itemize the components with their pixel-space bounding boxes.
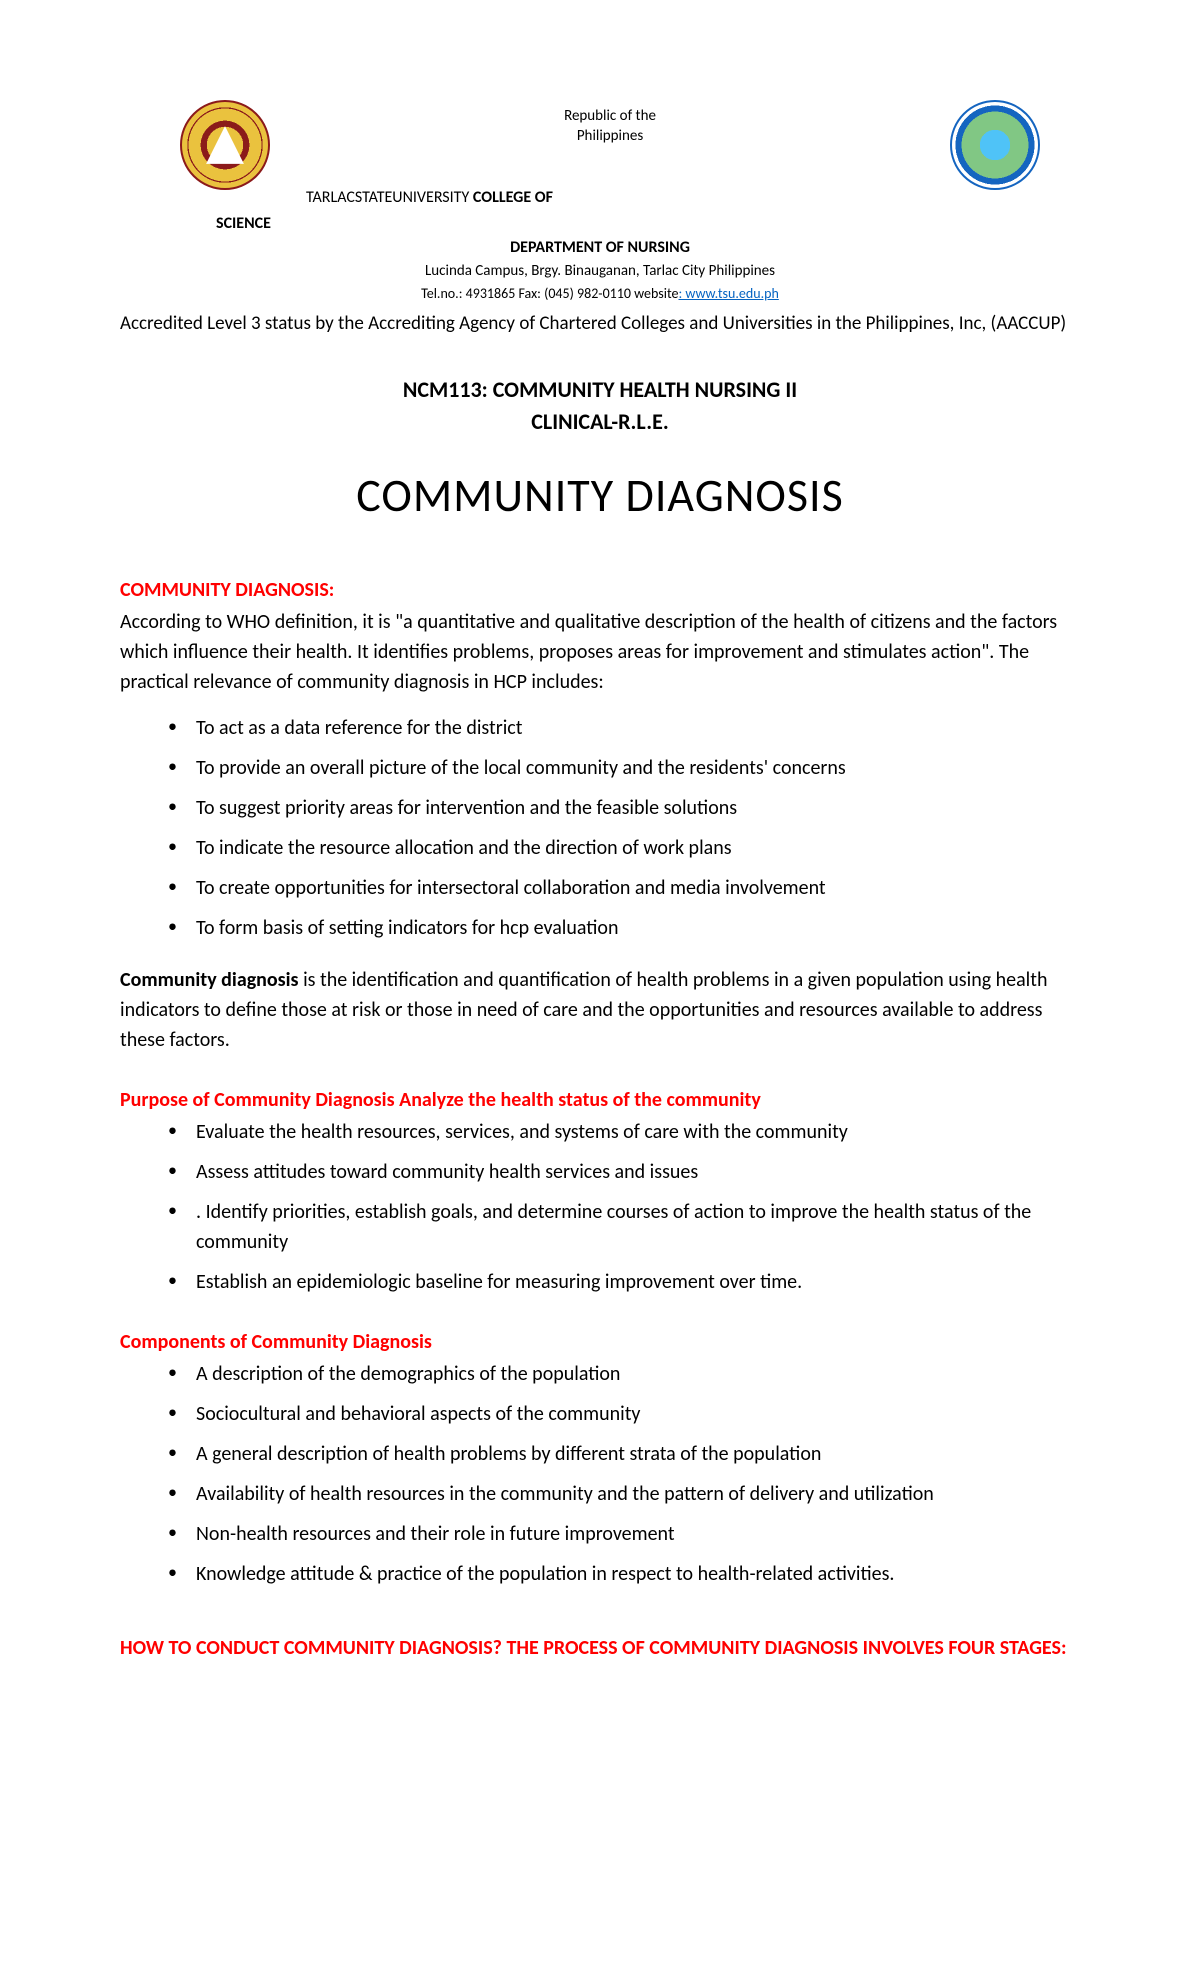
course-line-1: NCM113: COMMUNITY HEALTH NURSING II — [120, 374, 1080, 406]
list-item: To suggest priority areas for interventi… — [168, 793, 1080, 823]
section1-bullets: To act as a data reference for the distr… — [120, 713, 1080, 943]
letterhead-row: Republic of the Philippines TARLACSTATEU… — [120, 100, 1080, 208]
college-of: COLLEGE OF — [473, 188, 553, 207]
section2-heading: Purpose of Community Diagnosis Analyze t… — [120, 1085, 1080, 1115]
republic-line: Republic of the — [270, 106, 950, 126]
section3-bullets: A description of the demographics of the… — [120, 1359, 1080, 1589]
list-item: Establish an epidemiologic baseline for … — [168, 1267, 1080, 1297]
course-line-2: CLINICAL-R.L.E. — [120, 406, 1080, 438]
course-title: NCM113: COMMUNITY HEALTH NURSING II CLIN… — [120, 374, 1080, 438]
college-seal-right — [950, 100, 1040, 190]
section2-bullets: Evaluate the health resources, services,… — [120, 1117, 1080, 1297]
university-prefix: TARLACSTATEUNIVERSITY — [306, 188, 473, 207]
university-seal-left — [180, 100, 270, 190]
section3-heading: Components of Community Diagnosis — [120, 1327, 1080, 1357]
department-line: DEPARTMENT OF NURSING — [120, 236, 1080, 260]
university-line: TARLACSTATEUNIVERSITY COLLEGE OF — [270, 187, 950, 209]
definition-bold: Community diagnosis — [120, 968, 299, 992]
campus-line: Lucinda Campus, Brgy. Binauganan, Tarlac… — [120, 260, 1080, 283]
section1-definition: Community diagnosis is the identificatio… — [120, 965, 1080, 1055]
section4-heading: HOW TO CONDUCT COMMUNITY DIAGNOSIS? THE … — [120, 1633, 1080, 1663]
list-item: A general description of health problems… — [168, 1439, 1080, 1469]
list-item: To create opportunities for intersectora… — [168, 873, 1080, 903]
header-center: Republic of the Philippines TARLACSTATEU… — [270, 100, 950, 208]
list-item: Availability of health resources in the … — [168, 1479, 1080, 1509]
accreditation-text: Accredited Level 3 status by the Accredi… — [120, 310, 1080, 339]
list-item: Non-health resources and their role in f… — [168, 1519, 1080, 1549]
science-line: SCIENCE — [120, 212, 1080, 236]
contact-line: Tel.no.: 4931865 Fax: (045) 982-0110 web… — [120, 283, 1080, 304]
list-item: Assess attitudes toward community health… — [168, 1157, 1080, 1187]
list-item: To indicate the resource allocation and … — [168, 833, 1080, 863]
list-item: A description of the demographics of the… — [168, 1359, 1080, 1389]
list-item: . Identify priorities, establish goals, … — [168, 1197, 1080, 1257]
website-link[interactable]: : www.tsu.edu.ph — [678, 285, 778, 302]
list-item: Knowledge attitude & practice of the pop… — [168, 1559, 1080, 1589]
list-item: Evaluate the health resources, services,… — [168, 1117, 1080, 1147]
country-line: Philippines — [270, 126, 950, 146]
list-item: Sociocultural and behavioral aspects of … — [168, 1399, 1080, 1429]
section1-intro: According to WHO definition, it is "a qu… — [120, 607, 1080, 697]
contact-prefix: Tel.no.: 4931865 Fax: (045) 982-0110 web… — [421, 285, 678, 302]
list-item: To act as a data reference for the distr… — [168, 713, 1080, 743]
main-title: COMMUNITY DIAGNOSIS — [120, 462, 1080, 531]
list-item: To provide an overall picture of the loc… — [168, 753, 1080, 783]
list-item: To form basis of setting indicators for … — [168, 913, 1080, 943]
section1-heading: COMMUNITY DIAGNOSIS: — [120, 575, 1080, 605]
